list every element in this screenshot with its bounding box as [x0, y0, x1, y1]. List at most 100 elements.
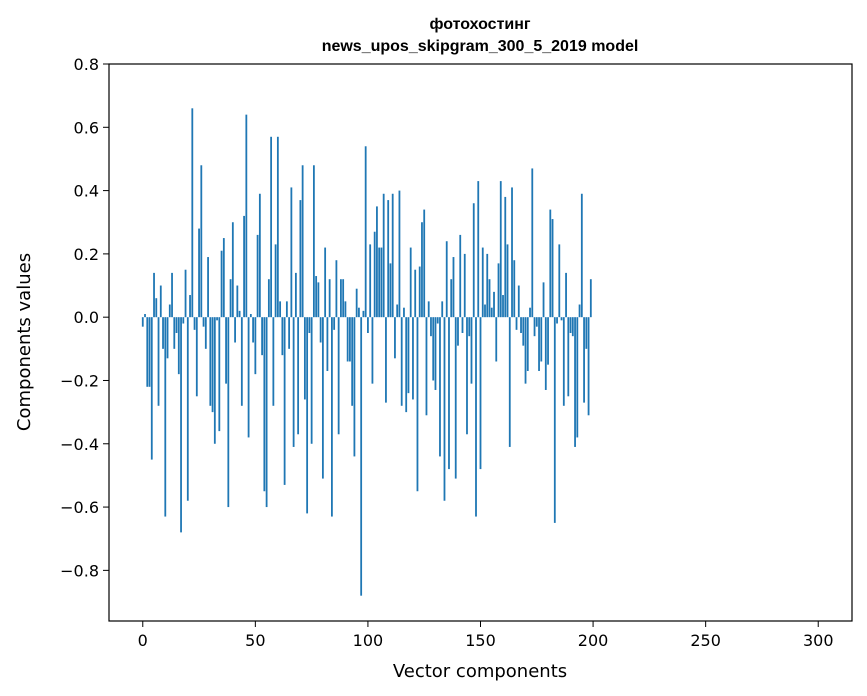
- bar: [297, 317, 300, 435]
- bar: [495, 317, 498, 362]
- bar: [457, 317, 459, 346]
- bar: [182, 317, 185, 324]
- bar: [551, 219, 554, 318]
- x-axis-label: Vector components: [393, 661, 567, 682]
- bar: [427, 301, 430, 318]
- bar: [198, 228, 200, 318]
- bar: [193, 317, 196, 330]
- bar: [452, 257, 455, 318]
- y-tick-label: 0.2: [74, 245, 99, 264]
- bar: [207, 257, 209, 318]
- bar: [204, 317, 207, 349]
- bar: [346, 317, 349, 362]
- bar: [423, 209, 426, 318]
- bar: [382, 193, 385, 318]
- bar: [290, 187, 293, 318]
- y-axis-label: Components values: [14, 253, 35, 431]
- bar: [186, 317, 189, 501]
- y-tick-label: 0.0: [74, 308, 99, 327]
- bar: [526, 317, 529, 371]
- bar: [189, 295, 191, 318]
- bar: [538, 317, 540, 371]
- bar: [301, 165, 304, 318]
- bar: [247, 317, 250, 438]
- bar: [294, 272, 297, 318]
- bar: [312, 165, 315, 318]
- bar: [252, 317, 254, 343]
- bar: [173, 317, 176, 349]
- bar: [544, 317, 547, 390]
- bar: [157, 317, 160, 406]
- bar: [535, 317, 538, 327]
- bar: [283, 317, 286, 485]
- bar: [353, 317, 356, 457]
- bar: [389, 263, 392, 318]
- bar: [430, 317, 432, 337]
- bar: [443, 317, 446, 501]
- bar: [587, 317, 590, 416]
- bar: [231, 222, 234, 318]
- bar: [229, 279, 232, 318]
- bar: [558, 244, 561, 318]
- bar: [168, 304, 171, 318]
- bar: [542, 282, 545, 318]
- bar: [439, 317, 441, 457]
- bar: [236, 285, 239, 318]
- bar: [533, 317, 536, 337]
- bar: [351, 317, 354, 406]
- bar: [337, 317, 340, 435]
- bar: [394, 317, 396, 359]
- bar: [216, 317, 218, 321]
- bar: [263, 317, 266, 492]
- bar: [270, 136, 273, 318]
- bar: [517, 285, 520, 318]
- bar: [463, 253, 466, 318]
- bar: [475, 317, 477, 517]
- bar: [222, 238, 225, 318]
- bar: [520, 317, 522, 333]
- y-tick-label: −0.6: [60, 498, 99, 517]
- bar: [511, 187, 513, 318]
- bar: [333, 317, 336, 330]
- bar: [574, 317, 576, 447]
- bar: [288, 317, 291, 349]
- bar: [306, 317, 309, 514]
- bar: [405, 317, 408, 413]
- x-tick-label: 50: [245, 631, 265, 650]
- bar: [409, 247, 412, 318]
- bar: [245, 114, 248, 318]
- bar: [562, 317, 565, 406]
- bar: [481, 247, 484, 318]
- bar: [200, 165, 203, 318]
- bar: [513, 260, 516, 318]
- bar: [225, 317, 227, 384]
- x-tick-label: 200: [578, 631, 609, 650]
- bar: [425, 317, 428, 416]
- bar: [529, 307, 531, 318]
- bar: [155, 298, 158, 318]
- bar: [567, 317, 570, 397]
- bar: [373, 231, 376, 318]
- bar: [218, 317, 221, 432]
- bar: [497, 263, 500, 318]
- bar: [276, 136, 279, 318]
- bar: [403, 307, 405, 318]
- bar: [450, 279, 453, 318]
- bar: [310, 317, 313, 444]
- bar: [490, 307, 493, 318]
- bar: [479, 317, 482, 470]
- bar: [256, 234, 259, 318]
- bar: [209, 317, 212, 406]
- x-tick-label: 100: [353, 631, 384, 650]
- bar: [162, 317, 164, 349]
- bar: [227, 317, 230, 508]
- bar: [281, 317, 284, 356]
- bar: [493, 291, 495, 318]
- bar: [258, 193, 261, 318]
- bar: [191, 108, 194, 318]
- bar: [159, 285, 162, 318]
- bar: [553, 317, 556, 523]
- chart-title-line-2: news_upos_skipgram_300_5_2019 model: [322, 38, 639, 55]
- bar: [315, 276, 318, 318]
